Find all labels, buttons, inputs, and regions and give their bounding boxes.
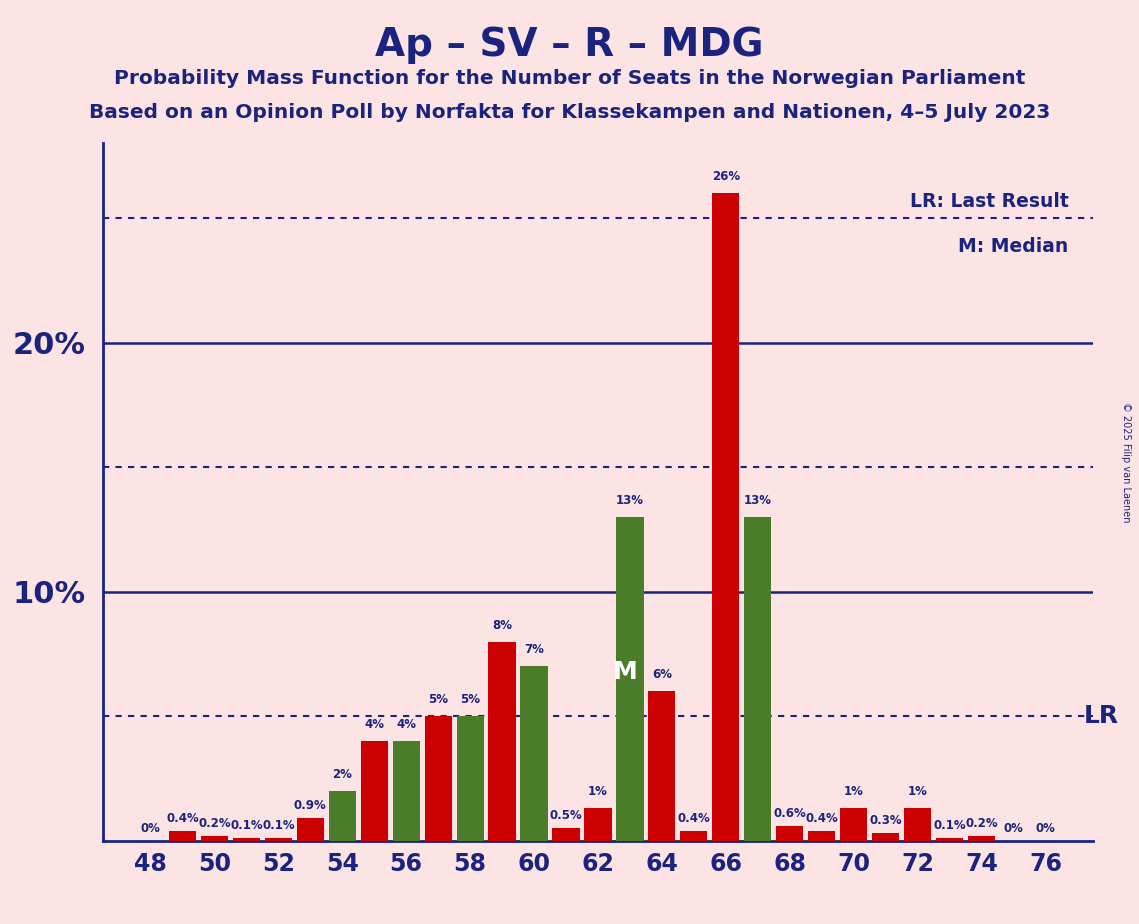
Bar [841,808,867,841]
Bar [936,838,964,841]
Text: 5%: 5% [428,693,448,706]
Text: 0.4%: 0.4% [166,811,199,824]
Text: 0.5%: 0.5% [550,809,582,822]
Text: 0.6%: 0.6% [773,807,806,820]
Bar [584,808,612,841]
Text: 0.2%: 0.2% [198,817,231,830]
Text: 2%: 2% [333,768,352,781]
Bar [361,741,387,841]
Bar [200,836,228,841]
Bar [872,833,900,841]
Bar [425,716,452,841]
Bar [744,517,771,841]
Bar [264,838,292,841]
Bar [648,691,675,841]
Text: Based on an Opinion Poll by Norfakta for Klassekampen and Nationen, 4–5 July 202: Based on an Opinion Poll by Norfakta for… [89,103,1050,123]
Bar [904,808,932,841]
Bar [776,826,803,841]
Text: 0%: 0% [1003,821,1024,834]
Text: 13%: 13% [744,494,772,507]
Text: M: M [613,661,638,685]
Text: 0.9%: 0.9% [294,799,327,812]
Text: 4%: 4% [364,718,384,731]
Text: 1%: 1% [908,785,927,798]
Bar [329,791,355,841]
Bar [296,819,323,841]
Text: LR: Last Result: LR: Last Result [910,192,1068,211]
Text: 0.4%: 0.4% [678,811,711,824]
Bar [552,829,580,841]
Text: 1%: 1% [844,785,863,798]
Bar [712,193,739,841]
Bar [232,838,260,841]
Bar [968,836,995,841]
Text: 4%: 4% [396,718,416,731]
Text: LR: LR [1084,704,1118,728]
Bar [680,831,707,841]
Text: 0.1%: 0.1% [230,819,263,833]
Text: M: Median: M: Median [958,237,1068,256]
Text: 8%: 8% [492,618,513,632]
Text: © 2025 Filip van Laenen: © 2025 Filip van Laenen [1121,402,1131,522]
Text: 7%: 7% [524,643,544,656]
Bar [809,831,835,841]
Text: Probability Mass Function for the Number of Seats in the Norwegian Parliament: Probability Mass Function for the Number… [114,69,1025,89]
Text: 0%: 0% [140,821,161,834]
Text: 1%: 1% [588,785,608,798]
Text: 13%: 13% [616,494,644,507]
Text: 0.1%: 0.1% [933,819,966,833]
Bar [489,641,516,841]
Bar [393,741,420,841]
Text: 5%: 5% [460,693,481,706]
Bar [521,666,548,841]
Bar [457,716,484,841]
Text: 0.3%: 0.3% [869,814,902,827]
Bar [169,831,196,841]
Bar [616,517,644,841]
Text: 0%: 0% [1035,821,1056,834]
Text: 0.4%: 0.4% [805,811,838,824]
Text: 0.1%: 0.1% [262,819,295,833]
Text: 6%: 6% [652,668,672,681]
Text: Ap – SV – R – MDG: Ap – SV – R – MDG [375,26,764,64]
Text: 0.2%: 0.2% [965,817,998,830]
Text: 26%: 26% [712,170,740,183]
